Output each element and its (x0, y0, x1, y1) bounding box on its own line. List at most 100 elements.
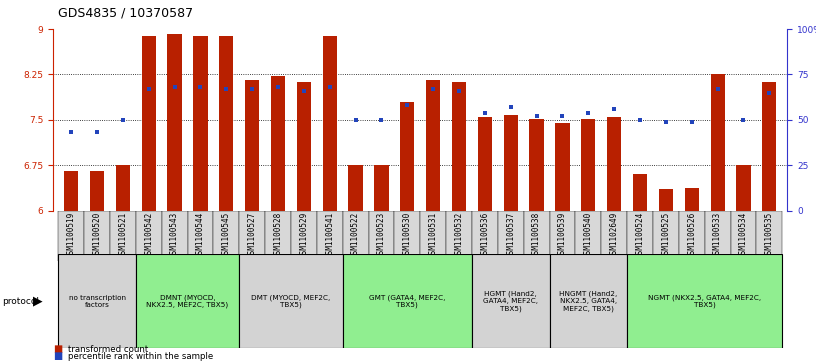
Bar (58, 211, 84, 261)
Bar (348, 165, 362, 211)
Bar (446, 211, 472, 261)
Bar (297, 82, 311, 211)
Bar (503, 115, 518, 211)
Text: ▶: ▶ (33, 295, 42, 308)
Bar (110, 211, 135, 261)
Point (297, 88, 310, 94)
Text: GSM1100527: GSM1100527 (247, 212, 257, 258)
Text: DMT (MYOCD, MEF2C,
TBX5): DMT (MYOCD, MEF2C, TBX5) (251, 294, 330, 308)
Text: GSM1100521: GSM1100521 (118, 212, 127, 258)
Bar (193, 36, 207, 211)
Text: GSM1100545: GSM1100545 (222, 212, 231, 258)
Bar (135, 254, 239, 348)
Bar (84, 211, 110, 261)
Bar (653, 211, 679, 261)
Text: GSM1100531: GSM1100531 (428, 212, 437, 258)
Text: GSM1100526: GSM1100526 (687, 212, 696, 258)
Text: GSM1100524: GSM1100524 (636, 212, 645, 258)
Bar (452, 82, 466, 211)
Text: GSM1100540: GSM1100540 (583, 212, 593, 258)
Text: percentile rank within the sample: percentile rank within the sample (68, 352, 213, 361)
Text: HGMT (Hand2,
GATA4, MEF2C,
TBX5): HGMT (Hand2, GATA4, MEF2C, TBX5) (483, 291, 539, 312)
Bar (575, 211, 601, 261)
Bar (736, 165, 751, 211)
Point (349, 117, 362, 123)
Bar (167, 34, 182, 211)
Bar (213, 211, 239, 261)
Point (272, 84, 285, 90)
Text: GSM1100544: GSM1100544 (196, 212, 205, 258)
Bar (679, 211, 705, 261)
Point (478, 110, 491, 115)
Bar (188, 211, 213, 261)
Text: GSM1102649: GSM1102649 (610, 212, 619, 258)
Bar (116, 165, 130, 211)
Bar (420, 211, 446, 261)
Text: GSM1100537: GSM1100537 (506, 212, 515, 258)
Bar (472, 254, 549, 348)
Bar (239, 211, 265, 261)
Text: GSM1100529: GSM1100529 (299, 212, 308, 258)
Bar (607, 117, 621, 211)
Point (142, 86, 155, 92)
Point (608, 106, 621, 112)
Point (530, 113, 543, 119)
Text: GSM1100519: GSM1100519 (67, 212, 76, 258)
Bar (601, 211, 628, 261)
Text: HNGMT (Hand2,
NKX2.5, GATA4,
MEF2C, TBX5): HNGMT (Hand2, NKX2.5, GATA4, MEF2C, TBX5… (559, 291, 618, 312)
Text: ■: ■ (53, 344, 62, 354)
Text: GSM1100538: GSM1100538 (532, 212, 541, 258)
Point (582, 110, 595, 115)
Text: GSM1100533: GSM1100533 (713, 212, 722, 258)
Text: transformed count: transformed count (68, 345, 148, 354)
Point (763, 90, 776, 95)
Text: GSM1100543: GSM1100543 (170, 212, 179, 258)
Bar (581, 119, 596, 211)
Bar (220, 36, 233, 211)
Point (401, 102, 414, 108)
Point (220, 86, 233, 92)
Text: GSM1100530: GSM1100530 (403, 212, 412, 258)
Bar (291, 211, 317, 261)
Bar (549, 211, 575, 261)
Point (453, 88, 466, 94)
Bar (343, 211, 369, 261)
Bar (762, 82, 777, 211)
Text: GSM1100525: GSM1100525 (662, 212, 671, 258)
Point (685, 119, 698, 125)
Point (737, 117, 750, 123)
Bar (375, 165, 388, 211)
Point (427, 86, 440, 92)
Bar (659, 189, 673, 211)
Point (504, 104, 517, 110)
Text: GSM1100520: GSM1100520 (92, 212, 101, 258)
Bar (628, 211, 653, 261)
Bar (705, 211, 730, 261)
Bar (633, 174, 647, 211)
Bar (271, 76, 285, 211)
Point (194, 84, 207, 90)
Point (375, 117, 388, 123)
Text: GSM1100528: GSM1100528 (273, 212, 282, 258)
Text: GSM1100522: GSM1100522 (351, 212, 360, 258)
Bar (265, 211, 291, 261)
Point (633, 117, 646, 123)
Text: GDS4835 / 10370587: GDS4835 / 10370587 (58, 7, 193, 20)
Bar (530, 119, 543, 211)
Point (711, 86, 724, 92)
Bar (142, 36, 156, 211)
Point (323, 84, 336, 90)
Text: GSM1100535: GSM1100535 (765, 212, 774, 258)
Bar (58, 254, 135, 348)
Bar (756, 211, 783, 261)
Bar (162, 211, 188, 261)
Point (659, 119, 672, 125)
Text: GSM1100534: GSM1100534 (739, 212, 748, 258)
Text: GSM1100539: GSM1100539 (558, 212, 567, 258)
Text: no transcription
factors: no transcription factors (69, 295, 126, 308)
Bar (135, 211, 162, 261)
Bar (685, 188, 698, 211)
Bar (711, 74, 725, 211)
Bar (90, 171, 104, 211)
Bar (426, 81, 441, 211)
